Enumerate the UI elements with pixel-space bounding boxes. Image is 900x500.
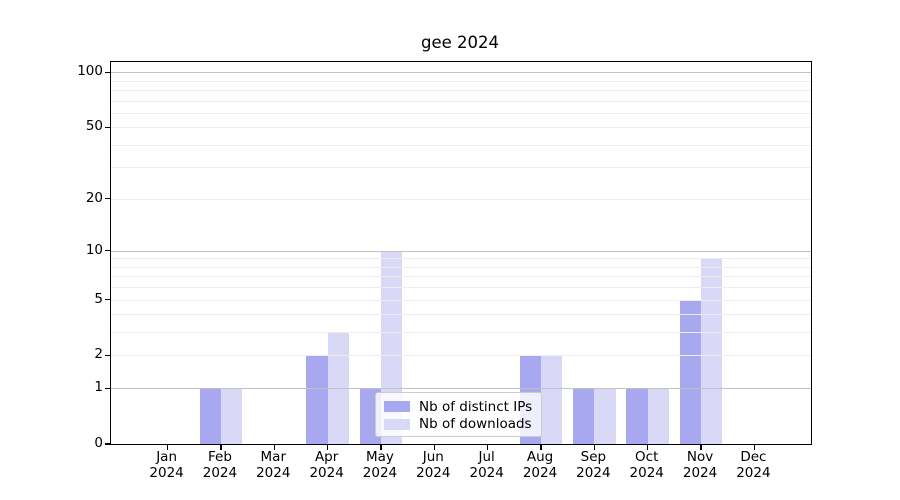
- gridline-minor: [111, 355, 811, 357]
- gridline-minor: [111, 167, 811, 169]
- y-tick-label: 0: [94, 435, 103, 451]
- gridline-minor: [111, 258, 811, 260]
- y-tick-mark: [104, 126, 110, 128]
- gridline-minor: [111, 89, 811, 91]
- gridline-minor: [111, 314, 811, 316]
- y-tick-mark: [104, 443, 110, 445]
- y-tick-mark: [104, 354, 110, 357]
- gridline-minor: [111, 127, 811, 129]
- x-tick-label: Jan 2024: [149, 449, 184, 481]
- gridline-minor: [111, 198, 811, 200]
- x-tick-mark: [327, 445, 329, 451]
- chart-title: gee 2024: [420, 33, 499, 52]
- y-tick-mark: [104, 299, 110, 301]
- gridline-minor: [111, 144, 811, 146]
- y-tick-mark: [104, 71, 110, 73]
- bar-distinct-ips: [306, 355, 328, 444]
- x-tick-label: Jun 2024: [416, 449, 451, 481]
- y-tick-label: 2: [94, 346, 103, 363]
- x-tick-mark: [593, 445, 595, 451]
- x-tick-mark: [487, 445, 489, 451]
- bar-distinct-ips: [679, 299, 702, 444]
- legend-label-distinct-ips: Nb of distinct IPs: [419, 398, 533, 415]
- gridline-major: [111, 388, 811, 390]
- x-tick-mark: [273, 445, 275, 451]
- gridline-minor: [111, 332, 811, 334]
- legend-swatch-distinct-ips: [384, 401, 410, 413]
- gridline-minor: [111, 266, 811, 268]
- x-tick-mark: [753, 445, 755, 451]
- x-tick-label: Apr 2024: [309, 449, 344, 481]
- bar-downloads: [327, 332, 350, 444]
- bar-downloads: [701, 258, 723, 444]
- y-tick-mark: [104, 250, 110, 252]
- plot-area: Nb of distinct IPs Nb of downloads: [104, 61, 812, 451]
- gridline-major: [111, 72, 811, 74]
- legend-item-distinct-ips: Nb of distinct IPs: [384, 398, 541, 416]
- legend: Nb of distinct IPs Nb of downloads: [375, 392, 542, 437]
- y-tick-label: 5: [94, 290, 103, 307]
- x-tick-mark: [433, 445, 435, 451]
- bar-downloads: [647, 388, 670, 444]
- y-tick-label: 10: [85, 241, 103, 258]
- x-tick-label: Jul 2024: [469, 449, 504, 481]
- y-tick-label: 20: [85, 189, 103, 206]
- y-tick-label: 50: [85, 118, 103, 135]
- x-tick-label: Nov 2024: [682, 449, 718, 481]
- gridline-minor: [111, 80, 811, 82]
- gridline-minor: [111, 276, 811, 278]
- gridline-minor: [111, 112, 811, 114]
- bar-downloads: [220, 388, 243, 444]
- y-tick-mark: [104, 198, 110, 200]
- bar-downloads: [594, 388, 616, 444]
- gridline-minor: [111, 100, 811, 102]
- x-tick-mark: [220, 445, 222, 451]
- x-tick-mark: [167, 445, 169, 451]
- gridline-minor: [111, 287, 811, 289]
- legend-label-downloads: Nb of downloads: [419, 416, 532, 433]
- bar-distinct-ips: [626, 388, 648, 444]
- x-tick-label: Feb 2024: [202, 449, 238, 481]
- bar-distinct-ips: [199, 388, 221, 444]
- y-tick-label: 1: [94, 379, 103, 396]
- x-tick-label: May 2024: [362, 449, 398, 481]
- gridline-major: [111, 250, 811, 252]
- x-tick-label: Aug 2024: [522, 449, 558, 481]
- x-tick-label: Mar 2024: [256, 449, 291, 481]
- x-tick-label: Oct 2024: [629, 449, 664, 481]
- x-tick-mark: [540, 445, 542, 451]
- bar-distinct-ips: [572, 388, 595, 444]
- y-tick-mark: [104, 387, 110, 389]
- x-tick-mark: [700, 445, 702, 451]
- y-tick-label: 100: [77, 63, 103, 80]
- gridline-minor: [111, 299, 811, 301]
- legend-swatch-downloads: [384, 418, 410, 430]
- legend-item-downloads: Nb of downloads: [384, 416, 541, 434]
- x-tick-mark: [380, 445, 382, 451]
- bar-downloads: [541, 355, 563, 444]
- x-tick-mark: [647, 445, 649, 451]
- x-tick-label: Sep 2024: [576, 449, 611, 481]
- x-tick-label: Dec 2024: [736, 449, 771, 481]
